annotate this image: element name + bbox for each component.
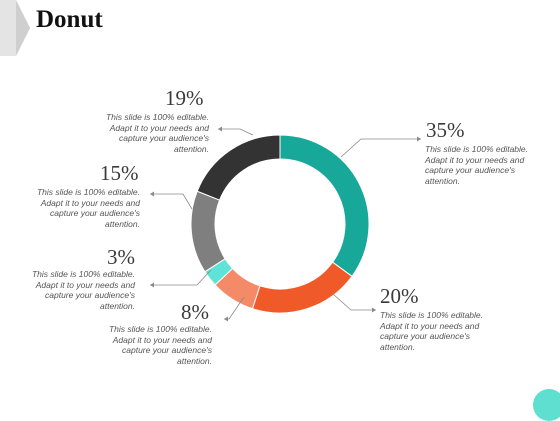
pct-label-19: 19% <box>165 86 204 110</box>
slide-title: Donut <box>36 6 103 33</box>
pct-label-20: 20% <box>380 284 419 308</box>
desc-8: This slide is 100% editable. Adapt it to… <box>108 324 212 366</box>
leader-line-3 <box>150 269 212 286</box>
leader-arrow-20 <box>372 307 376 313</box>
desc-20: This slide is 100% editable. Adapt it to… <box>380 310 484 352</box>
donut-slice-15 <box>190 190 226 273</box>
desc-19: This slide is 100% editable. Adapt it to… <box>105 112 209 154</box>
leader-arrow-19 <box>218 126 222 132</box>
desc-15: This slide is 100% editable. Adapt it to… <box>36 187 140 229</box>
leader-line-35 <box>340 138 421 158</box>
leader-arrow-3 <box>150 282 154 288</box>
leader-arrow-8 <box>224 316 228 322</box>
desc-35: This slide is 100% editable. Adapt it to… <box>425 144 529 186</box>
pct-label-3: 3% <box>107 245 135 269</box>
corner-decoration <box>0 0 30 56</box>
pct-label-8: 8% <box>181 300 209 324</box>
leader-arrow-35 <box>417 136 421 142</box>
donut-slice-19 <box>196 134 281 201</box>
desc-3: This slide is 100% editable. Adapt it to… <box>31 269 135 311</box>
pct-label-35: 35% <box>426 118 465 142</box>
leader-arrow-15 <box>150 191 154 197</box>
leader-line-20 <box>332 293 376 311</box>
leader-line-15 <box>150 193 193 210</box>
accent-circle <box>533 389 560 421</box>
donut-slice-20 <box>251 261 353 314</box>
leader-line-19 <box>218 128 254 136</box>
donut-slice-35 <box>279 134 370 278</box>
pct-label-15: 15% <box>100 161 139 185</box>
